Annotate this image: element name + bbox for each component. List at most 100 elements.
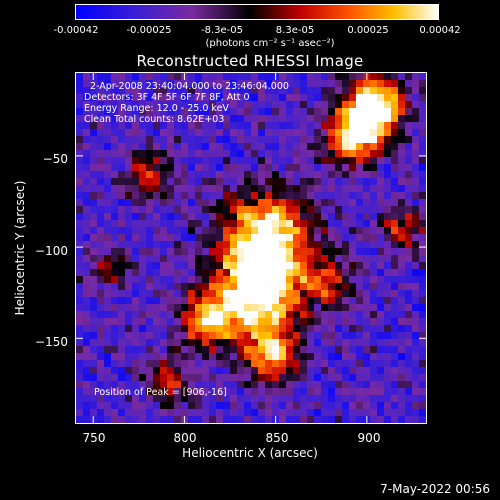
heatmap-cell bbox=[328, 297, 335, 304]
heatmap-cell bbox=[391, 381, 398, 388]
heatmap-cell bbox=[251, 136, 258, 143]
heatmap-cell bbox=[335, 304, 342, 311]
heatmap-cell bbox=[111, 318, 118, 325]
heatmap-cell bbox=[293, 87, 300, 94]
heatmap-cell bbox=[146, 248, 153, 255]
heatmap-cell bbox=[132, 409, 139, 416]
heatmap-cell bbox=[300, 402, 307, 409]
heatmap-cell bbox=[405, 304, 412, 311]
heatmap-cell bbox=[258, 339, 265, 346]
heatmap-cell bbox=[90, 402, 97, 409]
heatmap-cell bbox=[251, 339, 258, 346]
heatmap-cell bbox=[118, 150, 125, 157]
heatmap-cell bbox=[405, 206, 412, 213]
heatmap-cell bbox=[90, 283, 97, 290]
peak-position-annotation: Position of Peak = [906,-16] bbox=[94, 387, 227, 398]
heatmap-cell bbox=[167, 220, 174, 227]
heatmap-cell bbox=[335, 171, 342, 178]
heatmap-cell bbox=[76, 416, 83, 423]
heatmap-cell bbox=[377, 73, 384, 80]
heatmap-cell bbox=[370, 234, 377, 241]
heatmap-cell bbox=[153, 185, 160, 192]
heatmap-cell bbox=[370, 185, 377, 192]
heatmap-cell bbox=[237, 150, 244, 157]
heatmap-cell bbox=[174, 171, 181, 178]
heatmap-cell bbox=[279, 402, 286, 409]
heatmap-cell bbox=[195, 297, 202, 304]
heatmap-cell bbox=[111, 206, 118, 213]
heatmap-cell bbox=[258, 199, 265, 206]
heatmap-cell bbox=[139, 227, 146, 234]
heatmap-cell bbox=[412, 367, 419, 374]
heatmap-cell bbox=[349, 304, 356, 311]
heatmap-cell bbox=[195, 80, 202, 87]
heatmap-cell bbox=[76, 269, 83, 276]
heatmap-cell bbox=[153, 129, 160, 136]
heatmap-cell bbox=[286, 227, 293, 234]
heatmap-cell bbox=[342, 318, 349, 325]
heatmap-cell bbox=[244, 108, 251, 115]
heatmap-cell bbox=[76, 290, 83, 297]
heatmap-cell bbox=[307, 255, 314, 262]
heatmap-cell bbox=[181, 108, 188, 115]
heatmap-cell bbox=[181, 150, 188, 157]
heatmap-cell bbox=[188, 283, 195, 290]
heatmap-cell bbox=[237, 304, 244, 311]
heatmap-cell bbox=[230, 360, 237, 367]
heatmap-cell bbox=[405, 136, 412, 143]
heatmap-cell bbox=[307, 374, 314, 381]
heatmap-cell bbox=[139, 157, 146, 164]
heatmap-cell bbox=[237, 80, 244, 87]
heatmap-cell bbox=[258, 311, 265, 318]
heatmap-cell bbox=[384, 227, 391, 234]
heatmap-cell bbox=[153, 381, 160, 388]
heatmap-cell bbox=[398, 241, 405, 248]
heatmap-cell bbox=[335, 234, 342, 241]
heatmap-cell bbox=[181, 269, 188, 276]
heatmap-cell bbox=[174, 185, 181, 192]
heatmap-cell bbox=[118, 304, 125, 311]
heatmap-cell bbox=[307, 395, 314, 402]
heatmap-cell bbox=[111, 150, 118, 157]
heatmap-cell bbox=[300, 87, 307, 94]
heatmap-cell bbox=[258, 73, 265, 80]
heatmap-cell bbox=[328, 353, 335, 360]
heatmap-cell bbox=[153, 206, 160, 213]
heatmap-cell bbox=[188, 255, 195, 262]
heatmap-cell bbox=[111, 115, 118, 122]
heatmap-cell bbox=[146, 290, 153, 297]
heatmap-cell bbox=[328, 283, 335, 290]
heatmap-cell bbox=[230, 381, 237, 388]
heatmap-cell bbox=[342, 248, 349, 255]
heatmap-cell bbox=[216, 122, 223, 129]
heatmap-cell bbox=[139, 353, 146, 360]
plot-area: 2-Apr-2008 23:40:04.000 to 23:46:04.000 … bbox=[75, 72, 427, 424]
heatmap-cell bbox=[202, 416, 209, 423]
heatmap-cell bbox=[202, 353, 209, 360]
heatmap-cell bbox=[209, 73, 216, 80]
heatmap-cell bbox=[111, 73, 118, 80]
heatmap-cell bbox=[230, 87, 237, 94]
heatmap-cell bbox=[265, 185, 272, 192]
heatmap-cell bbox=[181, 220, 188, 227]
heatmap-cell bbox=[118, 339, 125, 346]
heatmap-cell bbox=[146, 157, 153, 164]
heatmap-cell bbox=[153, 108, 160, 115]
heatmap-cell bbox=[202, 367, 209, 374]
heatmap-cell bbox=[244, 255, 251, 262]
heatmap-cell bbox=[174, 416, 181, 423]
heatmap-cell bbox=[279, 199, 286, 206]
heatmap-cell bbox=[230, 409, 237, 416]
heatmap-cell bbox=[244, 171, 251, 178]
heatmap-cell bbox=[419, 150, 426, 157]
heatmap-cell bbox=[181, 143, 188, 150]
heatmap-cell bbox=[279, 311, 286, 318]
heatmap-cell bbox=[412, 339, 419, 346]
heatmap-cell bbox=[118, 409, 125, 416]
heatmap-cell bbox=[307, 367, 314, 374]
heatmap-cell bbox=[139, 276, 146, 283]
heatmap-cell bbox=[188, 262, 195, 269]
heatmap-cell bbox=[419, 94, 426, 101]
heatmap-cell bbox=[265, 122, 272, 129]
heatmap-cell bbox=[153, 353, 160, 360]
